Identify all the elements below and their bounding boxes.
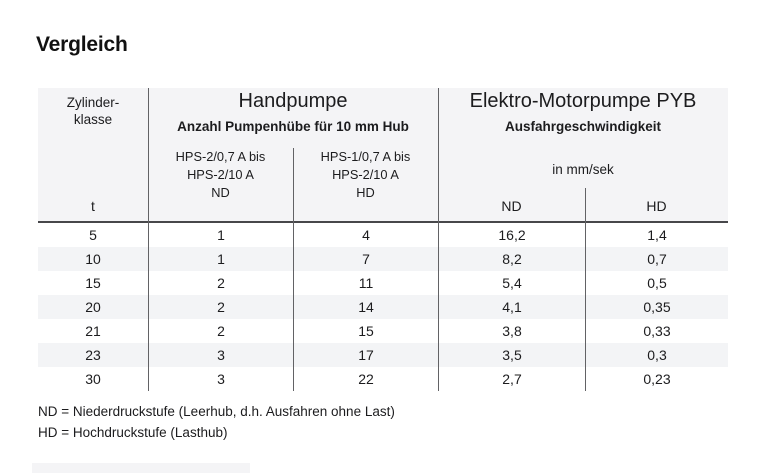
hps-nd-stage: ND [211,185,230,200]
header-cylinder-line2: klasse [73,112,113,127]
table-body: 5 1 4 16,2 1,4 10 1 7 8,2 0,7 15 2 11 5,4 0,5 20 2 14 4,1 0… [38,223,728,391]
table-cell-motor_nd: 3,8 [438,319,585,343]
table-cell-hand_hd: 22 [293,367,438,391]
table-cell-t: 20 [85,299,101,315]
table-row: 20 2 14 4,1 0,35 [38,295,728,319]
divider-elektro-nd-hd [585,188,586,223]
hps-hd-stage: HD [356,185,375,200]
header-handpumpe-title: Handpumpe [238,90,348,112]
table-cell-motor_hd: 0,3 [585,343,728,367]
hps-nd-line2: HPS-2/10 A [187,167,254,182]
table-cell-hand_nd: 2 [148,295,293,319]
header-elektro-subtitle: Ausfahrgeschwindigkeit [504,119,662,134]
header-elektro-unit: in mm/sek [552,162,614,177]
header-unit-t: t [91,198,95,214]
table-cell-hand_hd: 4 [293,223,438,247]
table-row: 10 1 7 8,2 0,7 [38,247,728,271]
table-cell-hand_hd: 11 [293,271,438,295]
table-cell-t: 30 [85,371,101,387]
table-cell-motor_hd: 0,23 [585,367,728,391]
table-cell-t: 15 [85,275,101,291]
table-cell-motor_nd: 16,2 [438,223,585,247]
table-cell-hand_nd: 2 [148,319,293,343]
table-row: 5 1 4 16,2 1,4 [38,223,728,247]
cut-off-gray-bar [32,463,250,473]
table-cell-t: 23 [85,347,101,363]
hps-hd-line1: HPS-1/0,7 A bis [320,149,411,164]
table-cell-motor_nd: 5,4 [438,271,585,295]
table-row: 21 2 15 3,8 0,33 [38,319,728,343]
table-cell-hand_nd: 2 [148,271,293,295]
header-cylinder-line1: Zylinder- [66,95,120,110]
table-cell-hand_nd: 3 [148,343,293,367]
hps-hd-line2: HPS-2/10 A [332,167,399,182]
table-cell-hand_hd: 7 [293,247,438,271]
header-handpumpe-subtitle: Anzahl Pumpenhübe für 10 mm Hub [177,119,409,134]
table-cell-hand_hd: 15 [293,319,438,343]
page-title: Vergleich [36,33,128,56]
table-cell-motor_hd: 1,4 [585,223,728,247]
hps-nd-line1: HPS-2/0,7 A bis [175,149,266,164]
header-hps-hd-column: HPS-1/0,7 A bis HPS-2/10 A HD [293,148,438,202]
table-header: Zylinder- klasse t Handpumpe Anzahl Pump… [38,88,728,223]
header-hps-nd-column: HPS-2/0,7 A bis HPS-2/10 A ND [148,148,293,202]
table-cell-motor_hd: 0,35 [585,295,728,319]
comparison-table: Zylinder- klasse t Handpumpe Anzahl Pump… [38,88,728,391]
table-cell-hand_hd: 17 [293,343,438,367]
table-cell-hand_hd: 14 [293,295,438,319]
table-cell-motor_nd: 4,1 [438,295,585,319]
table-cell-motor_hd: 0,33 [585,319,728,343]
table-cell-motor_hd: 0,7 [585,247,728,271]
table-cell-motor_hd: 0,5 [585,271,728,295]
table-cell-hand_nd: 1 [148,223,293,247]
table-row: 23 3 17 3,5 0,3 [38,343,728,367]
footnote-nd: ND = Niederdruckstufe (Leerhub, d.h. Aus… [38,404,395,419]
table-row: 30 3 22 2,7 0,23 [38,367,728,391]
header-elektro-nd: ND [501,198,522,214]
table-cell-hand_nd: 1 [148,247,293,271]
table-cell-hand_nd: 3 [148,367,293,391]
footnote-hd: HD = Hochdruckstufe (Lasthub) [38,425,228,440]
header-cylinder-class: Zylinder- klasse [38,94,148,128]
footnotes: ND = Niederdruckstufe (Leerhub, d.h. Aus… [38,401,395,443]
table-row: 15 2 11 5,4 0,5 [38,271,728,295]
table-cell-t: 5 [89,227,97,243]
table-cell-t: 21 [85,323,101,339]
divider-hps-columns [293,148,294,223]
table-cell-motor_nd: 2,7 [438,367,585,391]
header-elektro-hd: HD [646,198,667,214]
divider-col3 [438,88,439,223]
table-cell-motor_nd: 8,2 [438,247,585,271]
divider-col1 [148,88,149,223]
header-elektro-title: Elektro-Motorpumpe PYB [469,90,697,112]
table-cell-motor_nd: 3,5 [438,343,585,367]
table-cell-t: 10 [85,251,101,267]
